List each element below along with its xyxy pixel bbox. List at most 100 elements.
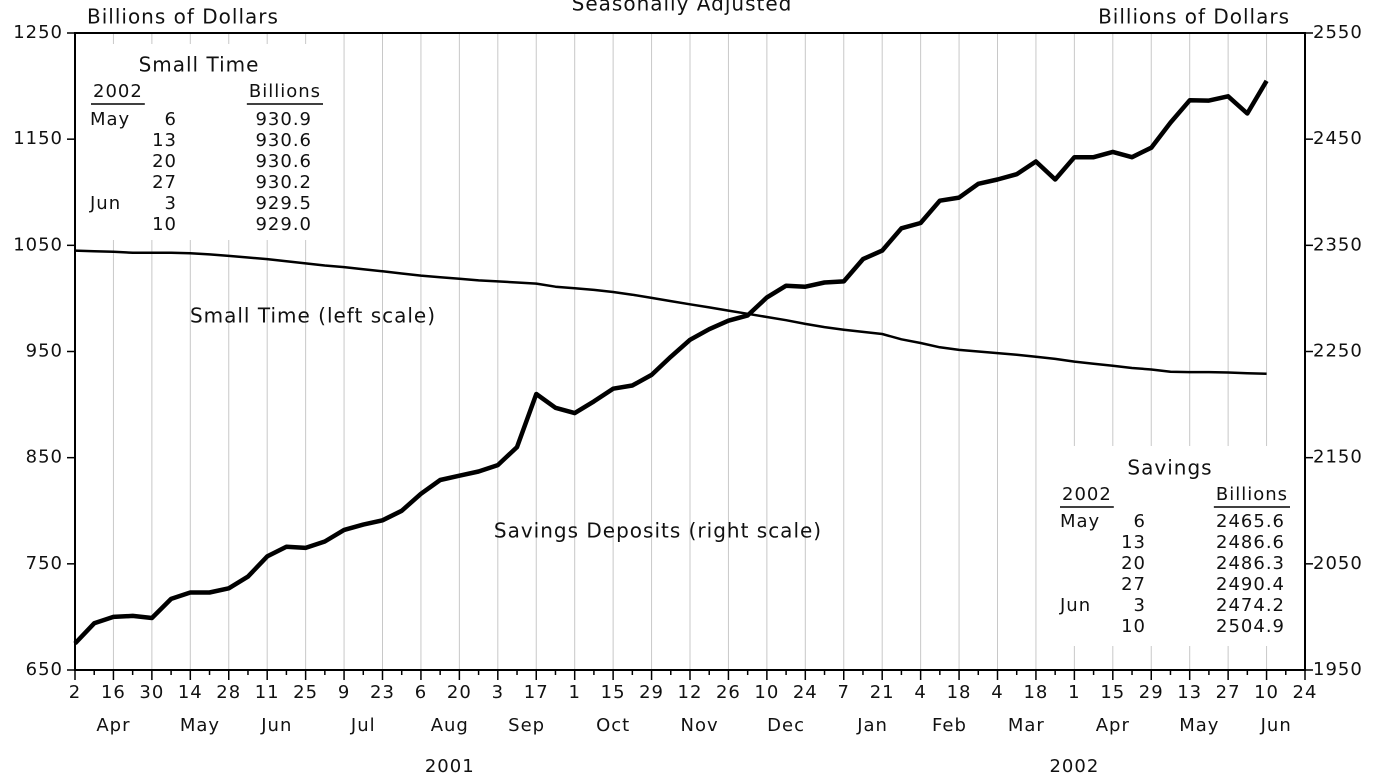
x-tick-label: 20 xyxy=(447,682,472,703)
table-cell: 929.0 xyxy=(255,214,312,235)
y-tick-label: 850 xyxy=(26,447,63,468)
table-header: Billions xyxy=(249,81,321,102)
series-label: Small Time (left scale) xyxy=(190,304,436,328)
table-cell: 3 xyxy=(1134,595,1146,616)
y2-tick-label: 2050 xyxy=(1313,553,1363,574)
x-tick-label: 10 xyxy=(1254,682,1279,703)
table-cell: 2465.6 xyxy=(1216,511,1285,532)
x-tick-label: 4 xyxy=(991,682,1003,703)
series-line xyxy=(74,249,1267,376)
x-month-label: Aug xyxy=(431,715,469,736)
x-tick-label: 15 xyxy=(1100,682,1125,703)
x-month-label: Jan xyxy=(856,715,888,736)
x-tick-label: 26 xyxy=(716,682,741,703)
x-tick-label: 2 xyxy=(69,682,81,703)
table-cell: 930.2 xyxy=(255,172,312,193)
x-tick-label: 25 xyxy=(293,682,318,703)
y-tick-label: 1150 xyxy=(13,128,63,149)
y-axis-label: Billions of Dollars xyxy=(87,5,279,29)
table-cell: 27 xyxy=(152,172,177,193)
x-tick-label: 4 xyxy=(914,682,926,703)
table-title: Savings xyxy=(1127,456,1212,480)
table-cell: 2490.4 xyxy=(1216,574,1285,595)
x-tick-label: 21 xyxy=(870,682,895,703)
x-tick-label: 3 xyxy=(492,682,504,703)
table-cell: 2474.2 xyxy=(1216,595,1285,616)
table-cell: Jun xyxy=(89,193,121,214)
x-tick-label: 12 xyxy=(678,682,703,703)
x-month-label: Sep xyxy=(508,715,545,736)
x-month-label: Apr xyxy=(96,715,130,736)
x-tick-label: 16 xyxy=(101,682,126,703)
x-year-label: 2001 xyxy=(425,756,475,777)
x-tick-label: 7 xyxy=(838,682,850,703)
x-tick-label: 18 xyxy=(947,682,972,703)
table-cell: 6 xyxy=(1134,511,1146,532)
inset-background xyxy=(1047,446,1303,646)
x-tick-label: 1 xyxy=(568,682,580,703)
table-cell: 3 xyxy=(165,193,177,214)
x-tick-label: 14 xyxy=(178,682,203,703)
x-tick-label: 10 xyxy=(754,682,779,703)
table-cell: 2486.3 xyxy=(1216,553,1285,574)
y2-tick-label: 2550 xyxy=(1313,22,1363,43)
x-tick-label: 1 xyxy=(1068,682,1080,703)
x-tick-label: 29 xyxy=(639,682,664,703)
y-tick-label: 1250 xyxy=(13,22,63,43)
x-tick-label: 30 xyxy=(139,682,164,703)
table-cell: 930.9 xyxy=(255,109,312,130)
y2-tick-label: 2150 xyxy=(1313,447,1363,468)
chart-title: Seasonally Adjusted xyxy=(572,0,793,16)
x-year-label: 2002 xyxy=(1049,756,1099,777)
y2-tick-label: 1950 xyxy=(1313,659,1363,680)
x-month-label: Jul xyxy=(350,715,376,736)
inset-background xyxy=(80,44,332,240)
series-label: Savings Deposits (right scale) xyxy=(494,519,822,543)
table-header: 2002 xyxy=(93,81,143,102)
x-month-label: Apr xyxy=(1096,715,1130,736)
table-header: 2002 xyxy=(1062,484,1112,505)
table-cell: May xyxy=(90,109,130,130)
y2-axis-label: Billions of Dollars xyxy=(1098,5,1290,29)
x-tick-label: 18 xyxy=(1023,682,1048,703)
y2-tick-label: 2250 xyxy=(1313,341,1363,362)
x-month-label: Feb xyxy=(932,715,967,736)
table-cell: Jun xyxy=(1059,595,1091,616)
x-tick-label: 13 xyxy=(1177,682,1202,703)
table-cell: 930.6 xyxy=(255,130,312,151)
table-cell: 6 xyxy=(165,109,177,130)
table-cell: 2504.9 xyxy=(1216,616,1285,637)
x-tick-label: 24 xyxy=(1293,682,1318,703)
table-cell: 2486.6 xyxy=(1216,532,1285,553)
table-cell: May xyxy=(1060,511,1100,532)
x-month-label: Jun xyxy=(1260,715,1292,736)
x-month-label: Dec xyxy=(767,715,805,736)
x-tick-label: 29 xyxy=(1139,682,1164,703)
x-month-label: Jun xyxy=(260,715,292,736)
y-tick-label: 750 xyxy=(26,553,63,574)
table-cell: 930.6 xyxy=(255,151,312,172)
table-cell: 20 xyxy=(1121,553,1146,574)
x-tick-label: 27 xyxy=(1216,682,1241,703)
y2-tick-label: 2450 xyxy=(1313,128,1363,149)
series-line xyxy=(73,79,1269,646)
y-tick-label: 650 xyxy=(26,659,63,680)
x-tick-label: 6 xyxy=(415,682,427,703)
table-cell: 929.5 xyxy=(255,193,312,214)
table-cell: 10 xyxy=(152,214,177,235)
table-cell: 13 xyxy=(1121,532,1146,553)
x-month-label: Mar xyxy=(1008,715,1045,736)
table-cell: 10 xyxy=(1121,616,1146,637)
x-tick-label: 24 xyxy=(793,682,818,703)
table-cell: 20 xyxy=(152,151,177,172)
y-tick-label: 950 xyxy=(26,341,63,362)
x-tick-label: 15 xyxy=(601,682,626,703)
table-cell: 13 xyxy=(152,130,177,151)
y-tick-label: 1050 xyxy=(13,234,63,255)
x-month-label: May xyxy=(1179,715,1219,736)
x-tick-label: 23 xyxy=(370,682,395,703)
x-month-label: Nov xyxy=(681,715,719,736)
x-month-label: May xyxy=(180,715,220,736)
